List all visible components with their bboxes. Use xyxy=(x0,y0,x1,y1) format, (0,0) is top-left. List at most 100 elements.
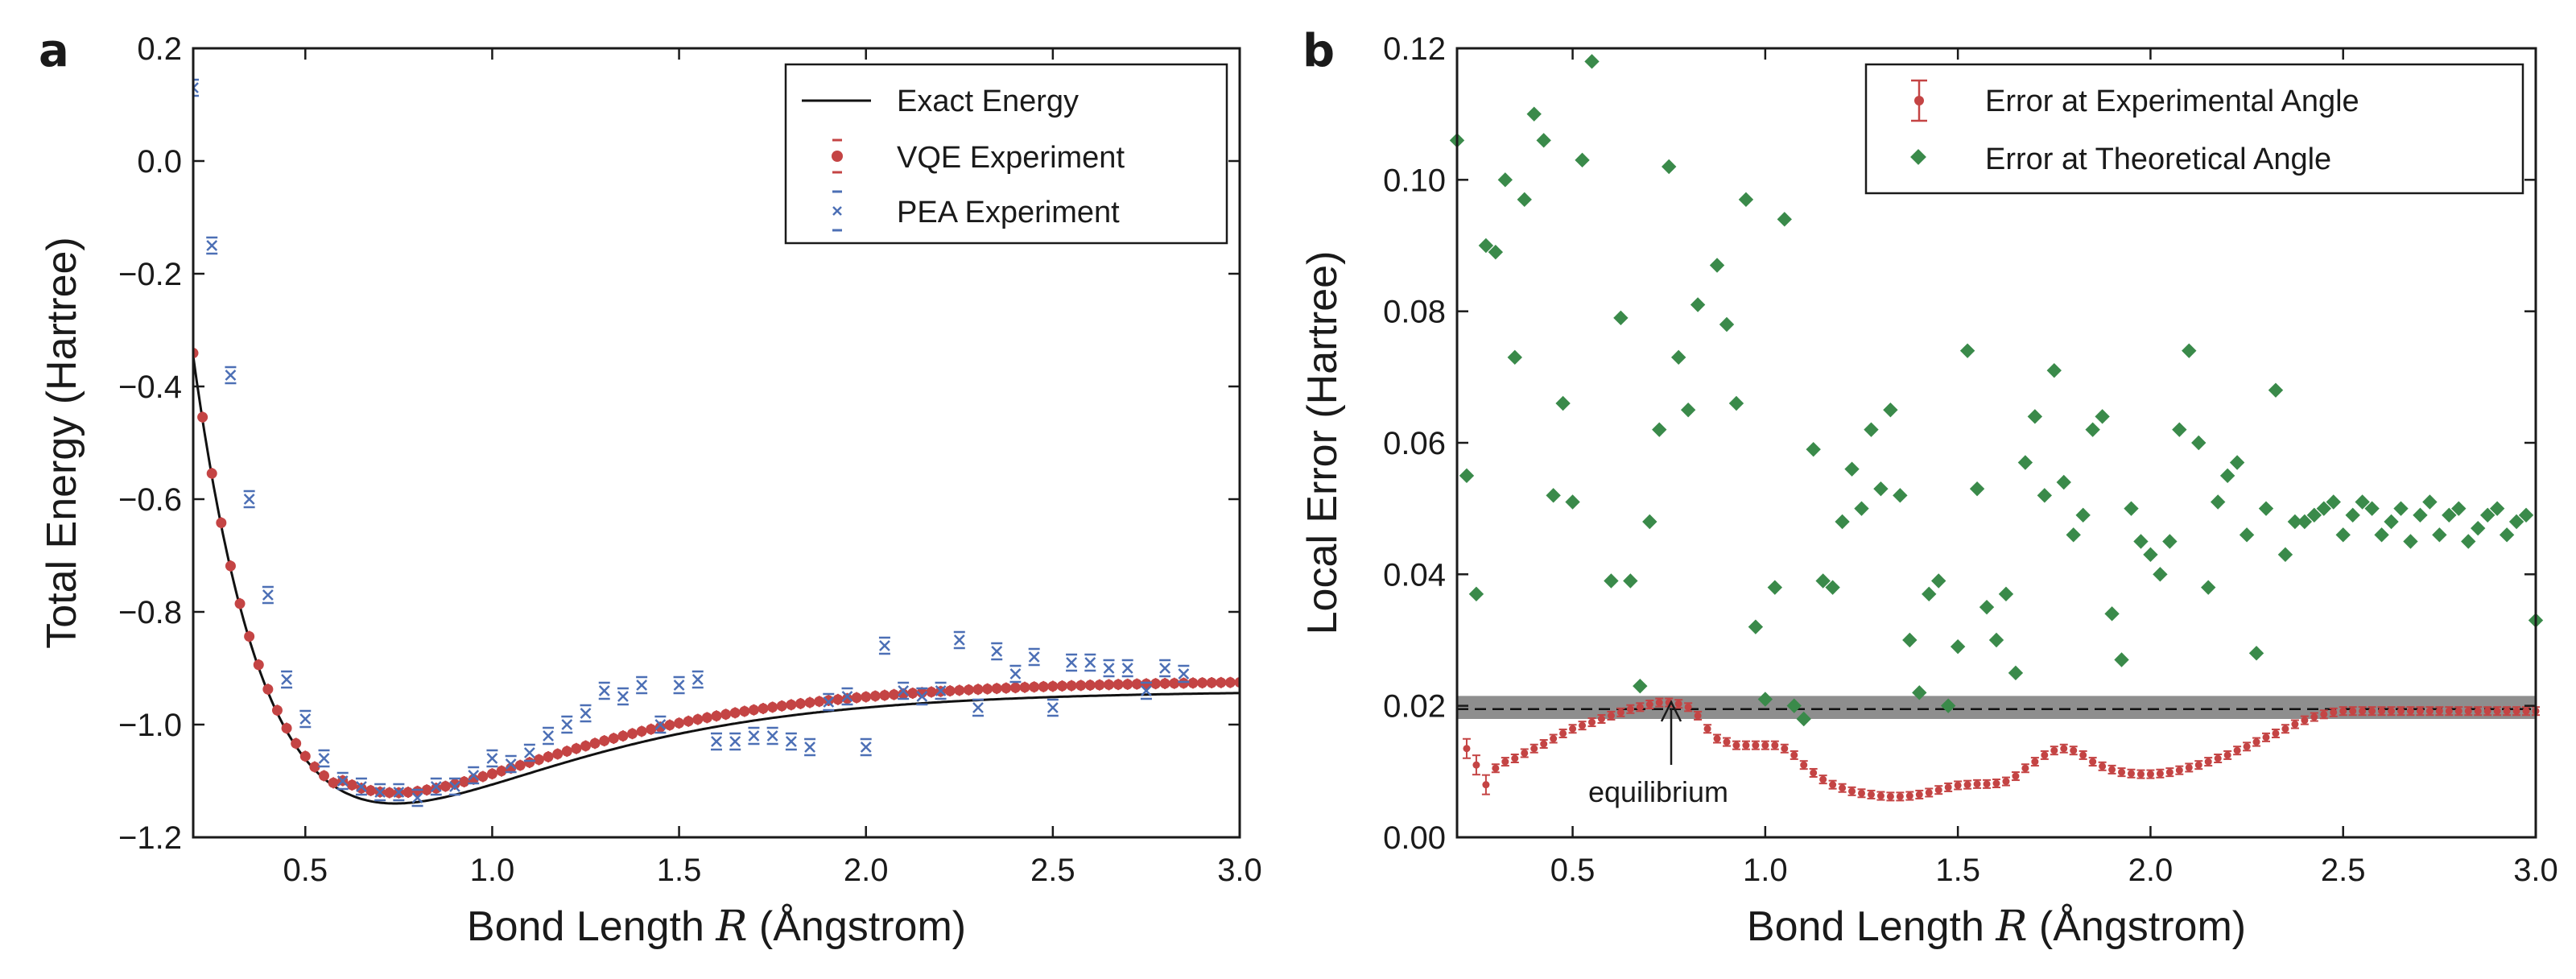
vqe-point xyxy=(309,762,320,773)
experimental-angle-point xyxy=(2165,768,2174,776)
theoretical-angle-point xyxy=(1565,494,1580,510)
experimental-angle-point xyxy=(1530,745,1538,753)
pea-point xyxy=(468,770,480,781)
experimental-angle-point xyxy=(2291,721,2299,729)
experimental-angle-point xyxy=(1703,725,1711,733)
theoretical-angle-point xyxy=(2066,527,2081,543)
x-tick-label: 1.0 xyxy=(1743,853,1788,888)
theoretical-angle-point xyxy=(2489,501,2505,516)
experimental-angle-point xyxy=(2012,772,2020,780)
experimental-angle-point xyxy=(2397,707,2405,715)
pea-point xyxy=(785,736,797,747)
pea-point xyxy=(262,589,274,601)
experimental-angle-point xyxy=(2136,770,2145,779)
theoretical-angle-point xyxy=(1902,632,1918,648)
pea-point xyxy=(1009,668,1022,680)
vqe-point xyxy=(1056,680,1067,692)
experimental-angle-point xyxy=(1540,740,1548,748)
vqe-point xyxy=(599,735,610,746)
pea-point xyxy=(374,787,386,798)
vqe-point xyxy=(533,754,544,766)
experimental-angle-point xyxy=(1761,741,1769,750)
experimental-angle-point xyxy=(2416,707,2424,715)
theoretical-angle-point xyxy=(2364,501,2380,516)
vqe-point xyxy=(683,716,694,727)
experimental-angle-point xyxy=(1655,699,1663,707)
theoretical-angle-point xyxy=(1613,310,1629,326)
theoretical-angle-point xyxy=(1873,481,1889,497)
experimental-angle-point xyxy=(1810,769,1818,777)
y-tick-label: 0.10 xyxy=(1383,163,1446,198)
pea-point xyxy=(1178,668,1190,680)
vqe-point xyxy=(262,684,274,695)
legend-exact-energy-label: Exact Energy xyxy=(897,85,1079,118)
experimental-angle-point xyxy=(2262,733,2270,741)
vqe-point xyxy=(1113,679,1124,690)
experimental-angle-point xyxy=(2388,707,2396,715)
experimental-angle-point xyxy=(2512,707,2520,715)
theoretical-angle-point xyxy=(1652,422,1667,437)
experimental-angle-point xyxy=(1492,764,1500,772)
theoretical-angle-point xyxy=(2471,520,2486,536)
vqe-point xyxy=(1234,677,1240,688)
experimental-angle-point xyxy=(2454,707,2462,715)
pea-point xyxy=(486,753,498,764)
experimental-angle-point xyxy=(2474,707,2482,715)
experimental-angle-point xyxy=(2118,768,2126,776)
vqe-point xyxy=(524,757,535,768)
x-tick-label: 3.0 xyxy=(1217,853,1262,888)
legend-theoretical-angle-label: Error at Theoretical Angle xyxy=(1985,143,2331,176)
vqe-point xyxy=(1150,678,1162,689)
pea-point xyxy=(935,685,947,696)
experimental-angle-point xyxy=(2445,707,2453,715)
y-tick-label: 0.2 xyxy=(137,31,182,67)
theoretical-angle-point xyxy=(2104,606,2120,622)
theoretical-angle-point xyxy=(1680,402,1696,418)
pea-point xyxy=(1066,657,1077,668)
legend-pea-swatch xyxy=(832,190,842,232)
theoretical-angle-point xyxy=(1835,514,1850,530)
vqe-point xyxy=(758,703,769,714)
theoretical-angle-point xyxy=(2508,514,2524,530)
experimental-angle-point xyxy=(1867,791,1875,799)
vqe-point xyxy=(1141,678,1152,689)
pea-point xyxy=(991,646,1003,657)
vqe-point xyxy=(346,779,357,791)
vqe-point xyxy=(477,771,489,783)
vqe-point xyxy=(440,781,451,792)
pea-point xyxy=(193,82,199,93)
vqe-point xyxy=(589,737,601,749)
theoretical-angle-point xyxy=(1825,580,1840,595)
panel-a-marks xyxy=(193,78,1240,808)
vqe-point xyxy=(720,708,732,720)
vqe-point xyxy=(1197,677,1208,688)
vqe-point xyxy=(225,560,236,572)
vqe-point xyxy=(1169,678,1180,689)
y-tick-label: −0.8 xyxy=(118,595,182,630)
vqe-point xyxy=(1001,683,1012,694)
panel-a-ticks: 0.5 1.0 1.5 2.0 2.5 3.0 −1.2 −1.0 −0.8 −0.6 −0.4 −0… xyxy=(118,31,1262,888)
equilibrium-annotation: equilibrium xyxy=(1588,700,1728,808)
theoretical-angle-point xyxy=(1690,297,1706,312)
theoretical-angle-point xyxy=(2114,652,2129,667)
y-tick-label: 0.04 xyxy=(1383,557,1446,593)
experimental-angle-point xyxy=(2233,746,2241,754)
theoretical-angle-point xyxy=(1633,678,1648,694)
experimental-angle-point xyxy=(2349,707,2357,715)
vqe-point xyxy=(674,717,685,729)
pea-point xyxy=(972,702,984,713)
experimental-angle-point xyxy=(1742,741,1750,750)
experimental-angle-point xyxy=(2041,751,2049,759)
theoretical-angle-point xyxy=(2355,494,2370,510)
vqe-point xyxy=(543,751,554,762)
vqe-point xyxy=(926,686,937,697)
theoretical-angle-point xyxy=(2219,468,2235,484)
experimental-angle-point xyxy=(2522,707,2530,715)
theoretical-angle-point xyxy=(2008,665,2024,681)
vqe-point xyxy=(421,784,432,795)
theoretical-angle-point xyxy=(2451,501,2467,516)
vqe-point xyxy=(786,699,797,710)
theoretical-angle-point xyxy=(1623,573,1638,589)
experimental-angle-point xyxy=(1829,781,1837,789)
pea-point xyxy=(823,696,835,708)
